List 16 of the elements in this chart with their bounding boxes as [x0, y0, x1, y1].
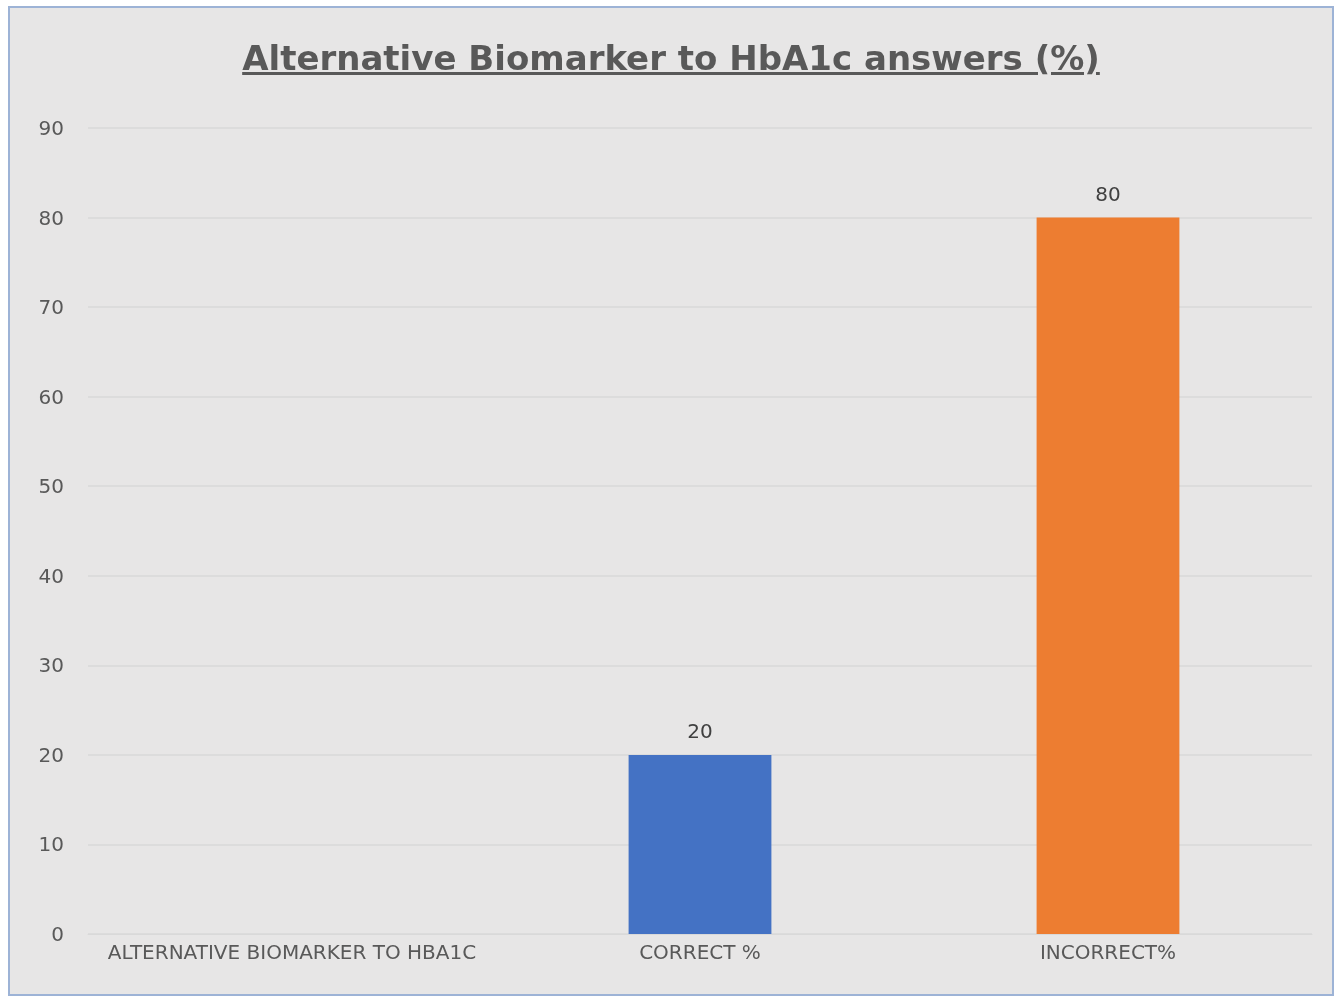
y-tick-label: 0	[51, 922, 64, 946]
y-tick-label: 90	[38, 116, 64, 140]
y-tick-label: 40	[38, 563, 64, 588]
chart-title: Alternative Biomarker to HbA1c answers (%)	[241, 38, 1101, 78]
y-tick-label: 20	[38, 742, 64, 767]
data-label: 20	[687, 718, 713, 743]
y-tick-label: 60	[38, 384, 64, 409]
x-tick-label: CORRECT %	[639, 940, 761, 964]
y-tick-label: 70	[38, 295, 64, 320]
y-tick-label: 30	[38, 653, 64, 678]
y-tick-label: 80	[38, 205, 64, 230]
y-tick-label: 50	[38, 474, 64, 499]
x-tick-label: INCORRECT%	[1039, 940, 1177, 964]
data-label: 80	[1095, 181, 1121, 206]
y-tick-label: 10	[38, 832, 64, 857]
x-tick-label: ALTERNATIVE BIOMARKER TO HBA1C	[107, 940, 477, 964]
